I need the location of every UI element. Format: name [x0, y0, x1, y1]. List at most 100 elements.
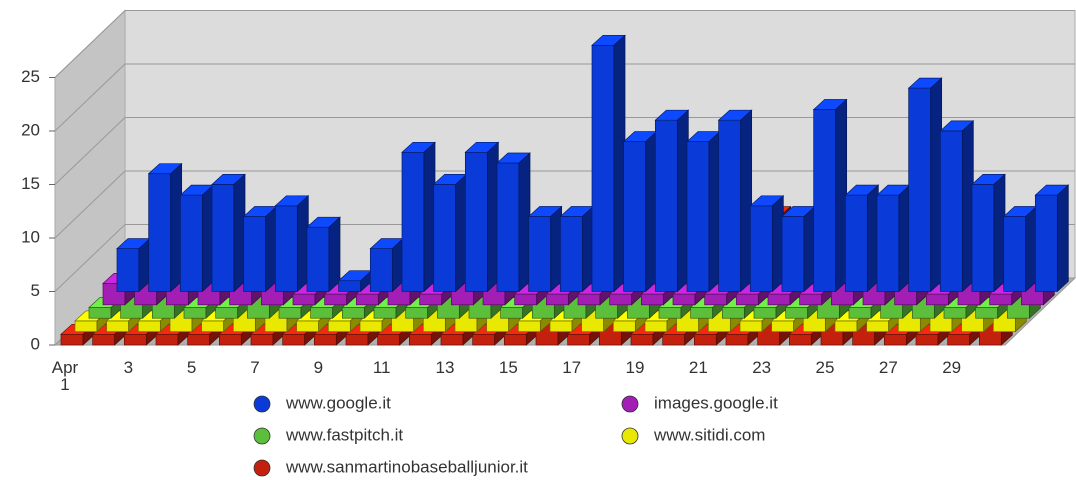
bar-front [739, 320, 763, 332]
bar-front [844, 194, 868, 292]
bar-front [500, 307, 524, 319]
bar-front [306, 226, 330, 292]
bar-front [179, 194, 203, 292]
bar-front [612, 320, 636, 332]
bar-front [915, 333, 939, 346]
bar-front [472, 333, 496, 346]
bar-front [559, 216, 583, 292]
bar [1034, 184, 1070, 293]
bar-front [767, 293, 791, 306]
bar-front [503, 333, 527, 346]
bar-front [753, 307, 777, 319]
x-tick-label: 9 [313, 358, 324, 377]
bar-front [296, 320, 320, 332]
legend-label: www.sitidi.com [653, 425, 765, 444]
bar-front [464, 151, 488, 292]
grid-line [54, 63, 126, 132]
bar-front [640, 293, 664, 306]
bar-front [345, 333, 369, 346]
bar-front [771, 320, 795, 332]
bar-front [654, 119, 678, 292]
bar [527, 205, 563, 293]
bar-front [148, 173, 172, 292]
legend-label: www.google.it [285, 393, 391, 412]
bar-front [813, 109, 837, 292]
bar-front [514, 293, 538, 306]
y-tick-label: 10 [21, 227, 40, 246]
bar-front [943, 307, 967, 319]
bar-front [947, 333, 971, 346]
bar [939, 120, 975, 293]
bar [179, 184, 215, 293]
bar-front [785, 307, 809, 319]
bar-front [989, 293, 1013, 306]
bar [622, 130, 658, 293]
bar-front [975, 307, 999, 319]
bar [242, 205, 278, 293]
bar-front [201, 320, 225, 332]
bar-front [971, 184, 995, 292]
bar-front [215, 307, 239, 319]
bar-side [328, 216, 341, 293]
bar-front [292, 293, 316, 306]
bar-front [218, 333, 242, 346]
bar-side [1056, 184, 1069, 293]
bar-front [721, 307, 745, 319]
bar-front [338, 280, 362, 292]
grid-line [54, 10, 126, 78]
bar [717, 109, 753, 293]
bar-front [211, 184, 235, 292]
bar-front [137, 320, 161, 332]
bar-front [187, 333, 211, 346]
bar-front [408, 333, 432, 346]
bar-front [644, 320, 668, 332]
bar-front [883, 333, 907, 346]
bar-front [735, 293, 759, 306]
x-tick-label: 29 [942, 358, 962, 377]
x-tick-label: 21 [688, 358, 708, 377]
bar-front [313, 333, 337, 346]
bar-front [591, 44, 615, 292]
x-tick-label: 11 [372, 358, 391, 377]
x-tick-label: 7 [250, 358, 260, 377]
bar-front [658, 307, 682, 319]
bar-front [496, 162, 520, 292]
y-tick-label: 20 [21, 120, 40, 139]
bar-front [718, 119, 742, 292]
legend-swatch [621, 395, 639, 413]
bar-front [725, 333, 749, 346]
bar-front [327, 320, 351, 332]
bar-front [310, 307, 334, 319]
bar-front [155, 333, 179, 346]
bar-front [341, 307, 365, 319]
bar-front [282, 333, 306, 346]
bar-front [781, 216, 805, 292]
grid-line [54, 170, 126, 239]
bar-front [577, 293, 601, 306]
bar-front [848, 307, 872, 319]
bar-front [567, 333, 591, 346]
bar-front [517, 320, 541, 332]
bar-front [433, 184, 457, 292]
bar-front [369, 248, 393, 292]
bar [369, 237, 405, 293]
x-tick-label: 23 [752, 358, 772, 377]
grid-line [54, 224, 126, 292]
bar [559, 205, 595, 293]
x-tick-label: 13 [435, 358, 455, 377]
bar-front [609, 293, 633, 306]
bar-front [1034, 194, 1058, 292]
y-tick-label: 0 [31, 334, 40, 353]
bar [274, 195, 310, 293]
bar-front [876, 194, 900, 292]
x-tick-label: 27 [878, 358, 898, 377]
bar-front [250, 333, 274, 346]
bar-front [92, 333, 116, 346]
bar-front [788, 333, 812, 346]
bar-front [545, 293, 569, 306]
bar-front [693, 333, 717, 346]
bar-front [88, 307, 112, 319]
bar-front [123, 333, 147, 346]
